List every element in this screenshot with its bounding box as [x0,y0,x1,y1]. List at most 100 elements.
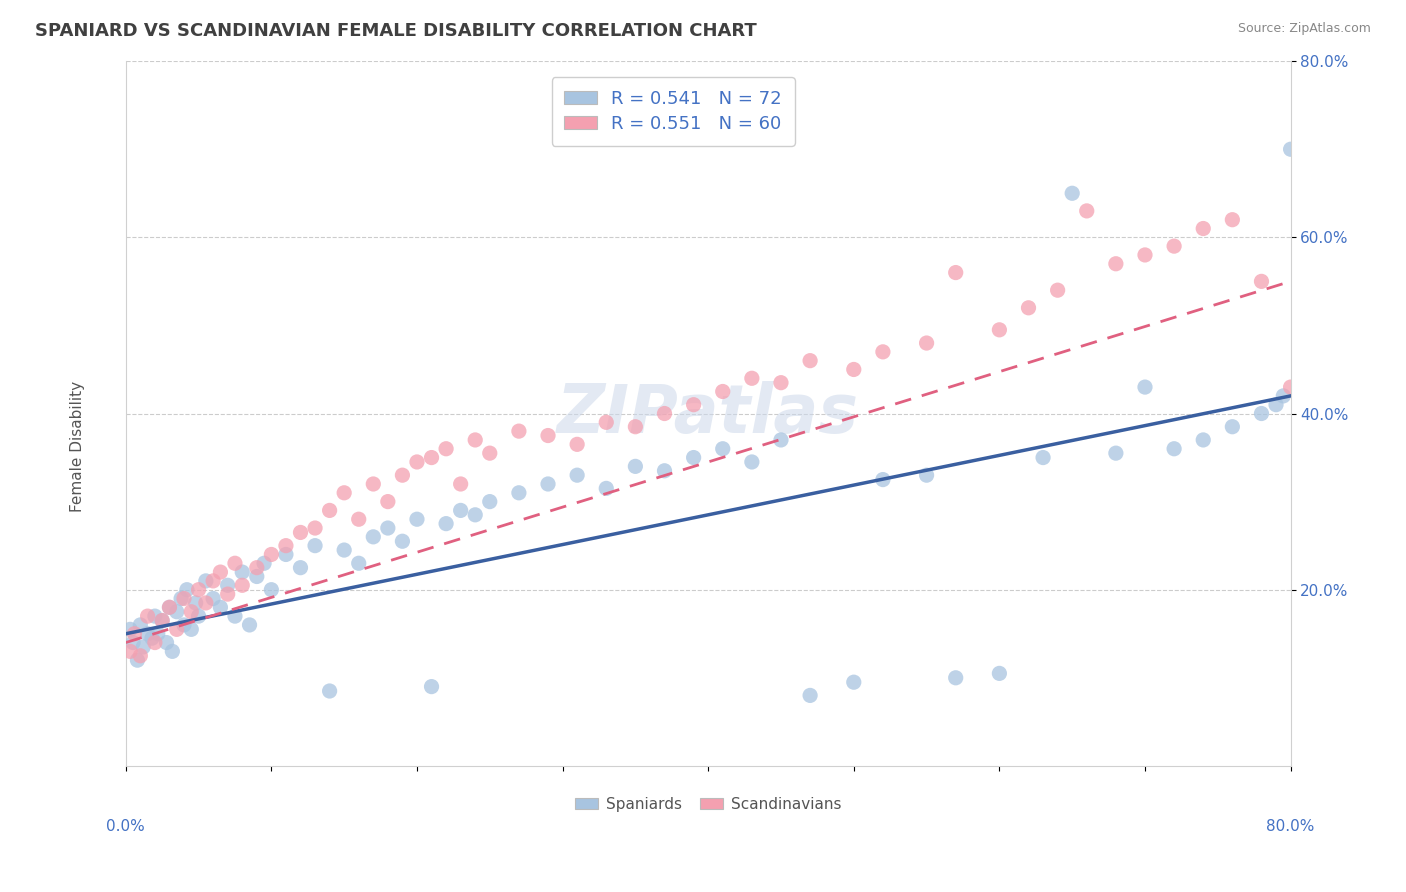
Point [170,591,193,606]
Point [1192,221,1215,235]
Point [434,442,457,456]
Point [162,644,184,658]
Point [159,600,181,615]
Point [537,477,560,491]
Point [464,433,486,447]
Point [406,455,429,469]
Text: 0.0%: 0.0% [107,819,145,834]
Point [377,521,399,535]
Point [565,437,588,451]
Point [478,494,501,508]
Point [988,323,1011,337]
Point [333,485,356,500]
Text: 80.0%: 80.0% [1267,819,1315,834]
Point [1062,186,1084,201]
Point [1220,419,1243,434]
Point [1265,398,1288,412]
Point [122,635,145,649]
Point [120,644,142,658]
Point [209,565,232,579]
Point [1163,239,1185,253]
Point [1220,212,1243,227]
Point [238,618,260,632]
Point [741,455,763,469]
Point [146,626,169,640]
Point [799,353,821,368]
Point [391,468,413,483]
Point [537,428,560,442]
Point [253,556,276,570]
Point [159,600,181,615]
Point [180,623,202,637]
Point [129,648,152,663]
Point [194,574,217,588]
Point [290,525,312,540]
Point [246,569,269,583]
Point [872,473,894,487]
Point [654,464,676,478]
Point [129,618,152,632]
Point [1279,380,1302,394]
Point [217,587,239,601]
Point [333,543,356,558]
Point [654,407,676,421]
Point [166,605,188,619]
Point [377,494,399,508]
Point [217,578,239,592]
Point [347,556,370,570]
Point [945,671,967,685]
Point [202,574,225,588]
Point [150,614,173,628]
Point [180,605,202,619]
Point [318,684,340,698]
Point [1250,407,1272,421]
Point [420,680,443,694]
Point [464,508,486,522]
Point [450,503,472,517]
Point [420,450,443,465]
Point [124,626,146,640]
Point [872,344,894,359]
Point [711,384,734,399]
Point [711,442,734,456]
Point [682,450,704,465]
Point [508,424,530,438]
Point [136,609,159,624]
Point [132,640,155,654]
Point [1133,248,1156,262]
Point [361,530,384,544]
Point [155,635,177,649]
Point [1133,380,1156,394]
Point [231,578,253,592]
Point [274,548,297,562]
Point [304,521,326,535]
Point [347,512,370,526]
Point [741,371,763,385]
Point [202,591,225,606]
Point [391,534,413,549]
Point [682,398,704,412]
Point [1046,283,1069,297]
Point [127,653,149,667]
Point [260,548,283,562]
Point [842,675,865,690]
Text: Female Disability: Female Disability [70,380,84,512]
Point [304,539,326,553]
Point [176,582,198,597]
Point [1192,433,1215,447]
Point [231,565,253,579]
Point [136,626,159,640]
Point [173,591,195,606]
Point [1018,301,1040,315]
Point [173,618,195,632]
Point [187,582,209,597]
Point [290,560,312,574]
Point [1272,389,1295,403]
Point [184,596,207,610]
Text: SPANIARD VS SCANDINAVIAN FEMALE DISABILITY CORRELATION CHART: SPANIARD VS SCANDINAVIAN FEMALE DISABILI… [35,22,756,40]
Point [361,477,384,491]
Point [246,560,269,574]
Point [1279,142,1302,156]
Point [595,415,617,429]
Point [945,266,967,280]
